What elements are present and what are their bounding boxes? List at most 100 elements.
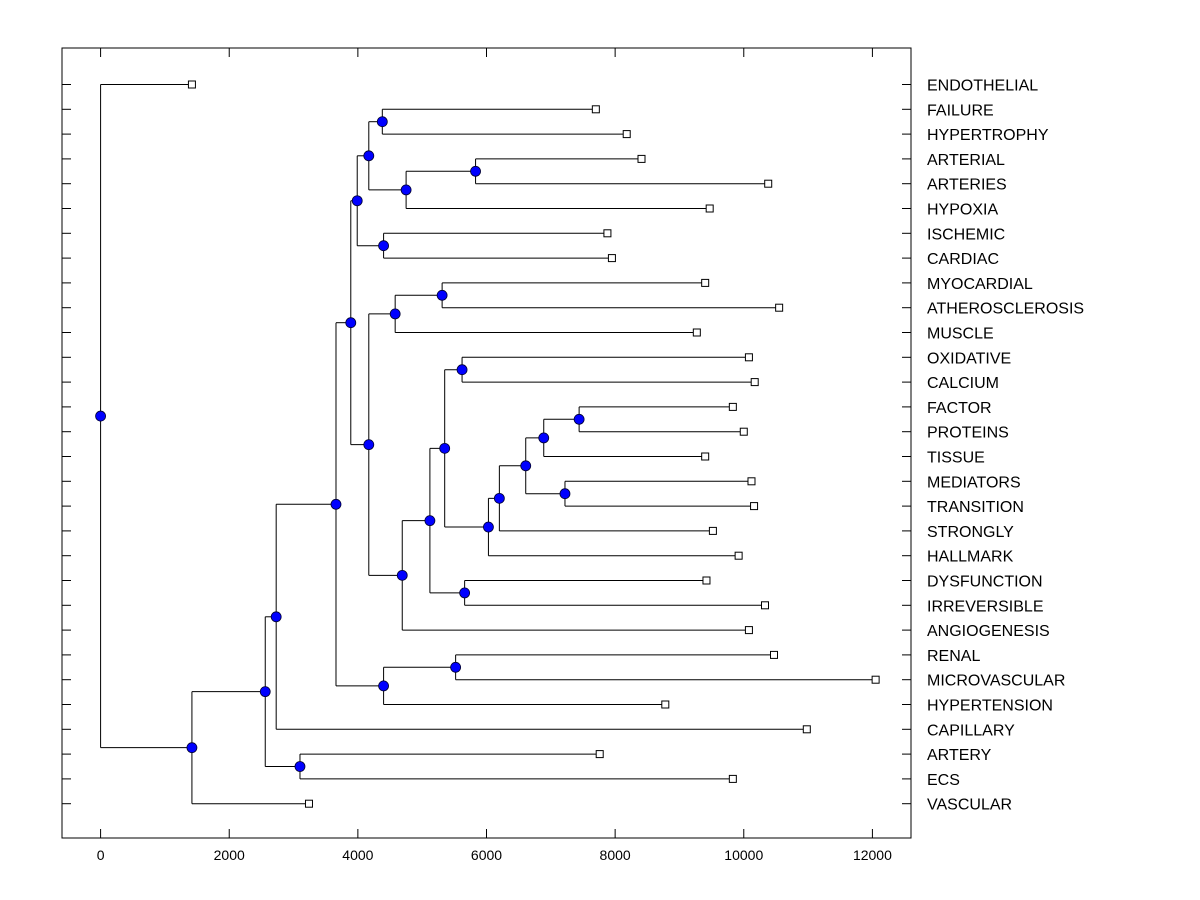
leaf-marker xyxy=(728,774,737,783)
leaf-marker xyxy=(591,105,600,114)
cluster-node-marker xyxy=(186,742,198,754)
leaf-label: FACTOR xyxy=(927,400,992,417)
dendrogram-edges xyxy=(100,84,876,805)
leaf-marker xyxy=(760,601,769,610)
x-tick-label: 8000 xyxy=(600,847,631,863)
leaf-marker xyxy=(187,80,196,89)
x-axis: 0 2000 4000 6000 8000 10000 12000 xyxy=(97,48,892,863)
leaf-marker xyxy=(871,675,880,684)
leaf-label: MUSCLE xyxy=(927,326,994,343)
leaf-label: ARTERY xyxy=(927,747,992,764)
leaf-label: TRANSITION xyxy=(927,499,1024,516)
leaf-marker xyxy=(747,477,756,486)
leaf-marker xyxy=(622,130,631,139)
cluster-node-marker xyxy=(270,611,282,623)
leaf-label: IRREVERSIBLE xyxy=(927,598,1043,615)
leaf-marker xyxy=(705,204,714,213)
leaf-label: HALLMARK xyxy=(927,549,1014,566)
leaf-label: STRONGLY xyxy=(927,524,1014,541)
cluster-node-marker xyxy=(424,515,436,527)
node-markers xyxy=(95,116,585,772)
plot-frame xyxy=(61,47,912,839)
leaf-label: HYPERTROPHY xyxy=(927,127,1049,144)
leaf-marker xyxy=(744,626,753,635)
cluster-node-marker xyxy=(389,308,401,320)
leaf-markers xyxy=(187,80,880,808)
cluster-node-marker xyxy=(396,569,408,581)
x-tick-label: 12000 xyxy=(853,847,892,863)
cluster-node-marker xyxy=(450,661,462,673)
cluster-node-marker xyxy=(459,587,471,599)
row-ticks xyxy=(62,84,911,805)
leaf-label: HYPERTENSION xyxy=(927,698,1053,715)
cluster-node-marker xyxy=(330,498,342,510)
leaf-marker xyxy=(764,179,773,188)
leaf-label: ARTERIAL xyxy=(927,152,1005,169)
leaf-marker xyxy=(708,526,717,535)
leaf-label: PROTEINS xyxy=(927,425,1009,442)
cluster-node-marker xyxy=(559,488,571,500)
leaf-marker xyxy=(770,650,779,659)
cluster-node-marker xyxy=(520,460,532,472)
cluster-node-marker xyxy=(436,289,448,301)
leaf-marker xyxy=(775,303,784,312)
leaf-label: CARDIAC xyxy=(927,251,999,268)
leaf-marker xyxy=(739,427,748,436)
leaf-marker xyxy=(734,551,743,560)
leaf-label: ISCHEMIC xyxy=(927,226,1005,243)
leaf-label: MYOCARDIAL xyxy=(927,276,1033,293)
leaf-marker xyxy=(750,378,759,387)
leaf-marker xyxy=(637,154,646,163)
x-tick-label: 10000 xyxy=(724,847,763,863)
leaf-label: TISSUE xyxy=(927,450,985,467)
leaf-label: DYSFUNCTION xyxy=(927,574,1043,591)
cluster-node-marker xyxy=(470,165,481,177)
leaf-label: ANGIOGENESIS xyxy=(927,623,1050,640)
cluster-node-marker xyxy=(363,150,375,162)
x-tick-label: 6000 xyxy=(471,847,502,863)
leaf-marker xyxy=(661,700,670,709)
leaf-label: MICROVASCULAR xyxy=(927,673,1065,690)
x-tick-label: 0 xyxy=(97,847,105,863)
cluster-node-marker xyxy=(345,317,357,329)
leaf-label: ENDOTHELIAL xyxy=(927,78,1038,95)
leaf-labels: ENDOTHELIAL FAILURE HYPERTROPHY ARTERIAL ART… xyxy=(927,78,1084,814)
leaf-marker xyxy=(603,229,612,238)
leaf-marker xyxy=(607,254,616,263)
leaf-label: MEDIATORS xyxy=(927,474,1021,491)
x-tick-label: 4000 xyxy=(342,847,373,863)
leaf-label: ATHEROSCLEROSIS xyxy=(927,301,1084,318)
leaf-label: CALCIUM xyxy=(927,375,999,392)
leaf-marker xyxy=(744,353,753,362)
leaf-marker xyxy=(595,750,604,759)
cluster-node-marker xyxy=(573,413,585,425)
cluster-node-marker xyxy=(439,442,451,454)
leaf-label: VASCULAR xyxy=(927,797,1012,814)
leaf-marker xyxy=(750,502,759,511)
cluster-node-marker xyxy=(483,521,494,533)
cluster-node-marker xyxy=(351,195,363,207)
leaf-label: RENAL xyxy=(927,648,980,665)
cluster-node-marker xyxy=(493,492,505,504)
cluster-node-marker xyxy=(363,439,375,451)
cluster-node-marker xyxy=(378,240,389,252)
cluster-node-marker xyxy=(456,364,468,376)
leaf-label: OXIDATIVE xyxy=(927,350,1011,367)
leaf-marker xyxy=(702,576,711,585)
cluster-node-marker xyxy=(400,184,412,196)
leaf-label: CAPILLARY xyxy=(927,722,1015,739)
cluster-node-marker xyxy=(259,686,271,698)
leaf-label: ARTERIES xyxy=(927,177,1007,194)
leaf-marker xyxy=(701,278,710,287)
leaf-marker xyxy=(304,799,313,808)
cluster-node-marker xyxy=(376,116,388,128)
plot-border xyxy=(61,47,912,839)
cluster-node-marker xyxy=(95,410,106,422)
leaf-label: ECS xyxy=(927,772,960,789)
x-tick-label: 2000 xyxy=(214,847,245,863)
leaf-label: HYPOXIA xyxy=(927,202,998,219)
leaf-marker xyxy=(802,725,811,734)
leaf-marker xyxy=(692,328,701,337)
cluster-node-marker xyxy=(378,680,389,692)
